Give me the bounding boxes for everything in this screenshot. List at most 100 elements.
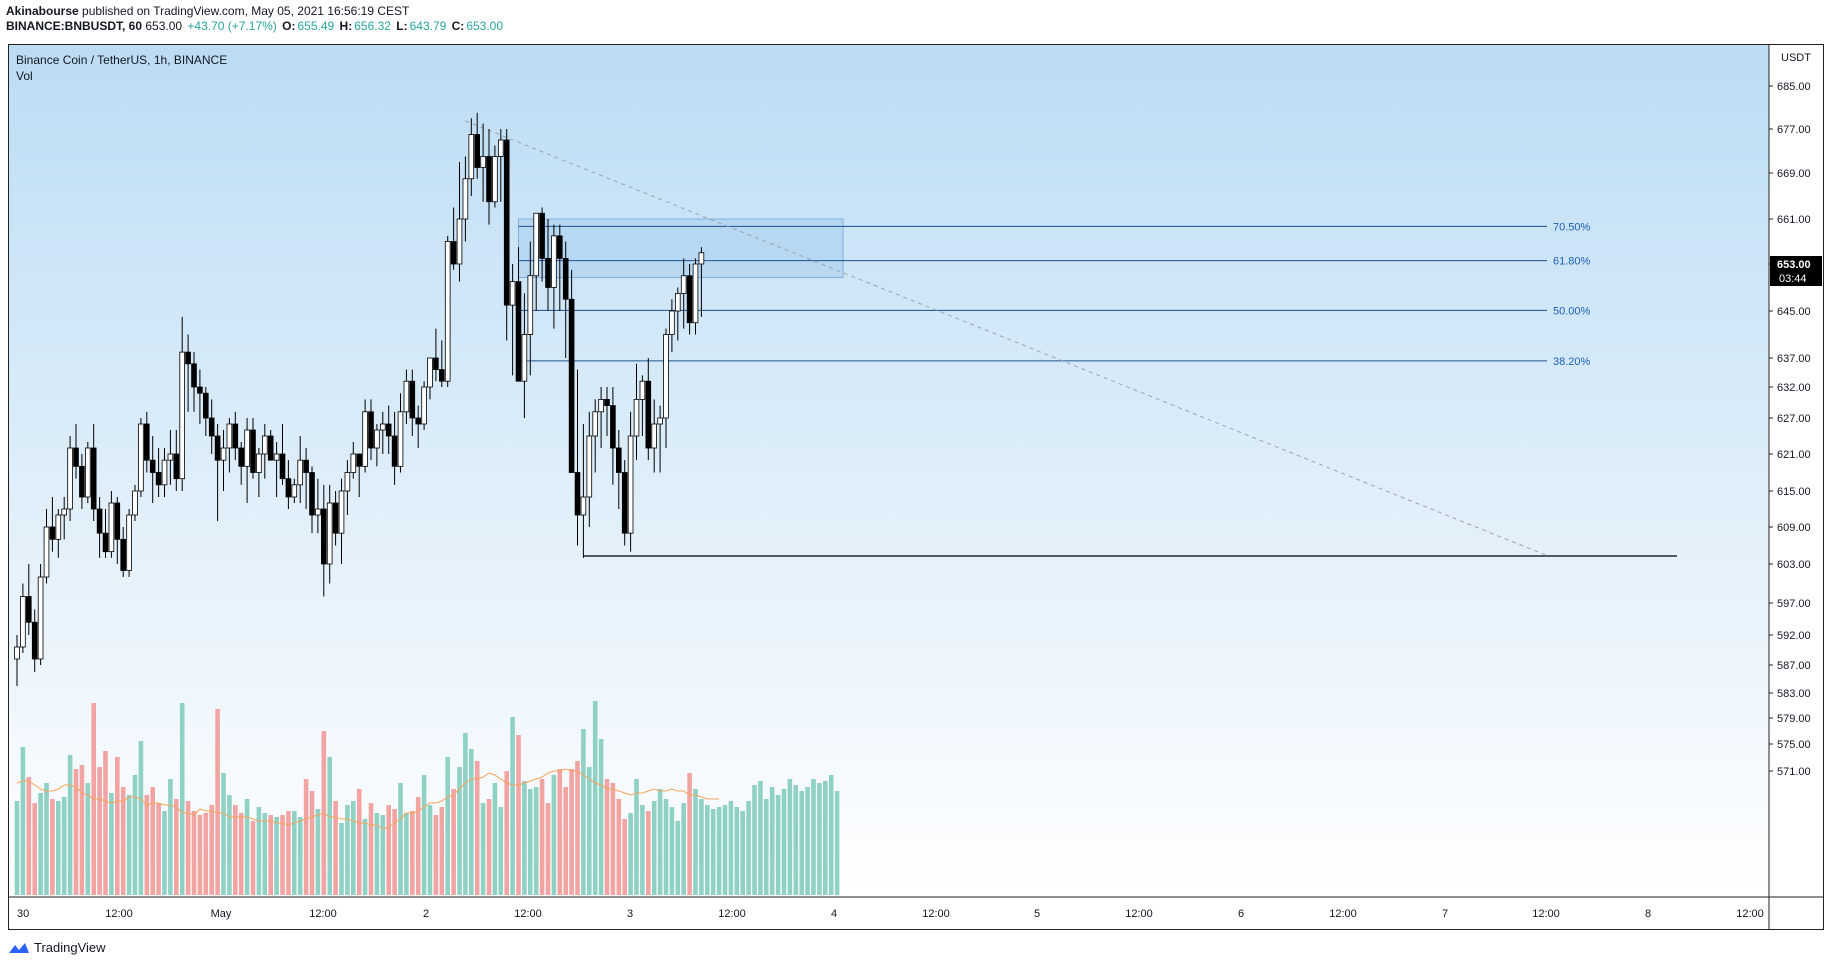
time-tick-label: 12:00 (105, 908, 133, 920)
time-tick-label: 7 (1442, 908, 1448, 920)
volume-bar (799, 791, 804, 895)
volume-bar (20, 747, 26, 895)
price-tick-label: 677.00 (1777, 124, 1811, 136)
candle-down (332, 502, 339, 534)
candle-down (214, 435, 221, 461)
volume-bar (339, 823, 344, 895)
candle-up (692, 263, 699, 324)
volume-bar (598, 739, 604, 895)
volume-bar (386, 805, 391, 895)
candle-down (73, 447, 79, 467)
candle-up (598, 398, 604, 413)
volume-bar (439, 807, 445, 895)
candle-down (515, 281, 522, 382)
fib-level-label: 50.00% (1553, 305, 1591, 317)
time-tick-label: 8 (1645, 908, 1651, 920)
volume-bar (740, 811, 745, 895)
volume-bar (410, 811, 415, 895)
volume-bar (368, 803, 374, 895)
time-tick-label: 12:00 (922, 908, 950, 920)
volume-bar (150, 787, 155, 895)
candle-up (468, 134, 475, 180)
time-tick-label: 6 (1238, 908, 1244, 920)
fib-level-label: 61.80% (1553, 256, 1591, 268)
volume-bar (787, 779, 793, 895)
volume-bar (233, 805, 238, 895)
volume-bar (734, 807, 740, 895)
volume-bar (651, 801, 657, 895)
candle-down (604, 398, 610, 406)
candle-down (557, 235, 563, 259)
candle-up (226, 423, 233, 449)
candle-up (657, 417, 663, 425)
candle-up (580, 496, 587, 516)
candle-down (486, 156, 492, 203)
volume-bar (168, 779, 173, 895)
volume-bar (203, 813, 209, 895)
high-value: 656.32 (354, 19, 391, 33)
price-tick-label: 579.00 (1777, 713, 1811, 725)
volume-bar (132, 775, 138, 895)
candle-down (25, 596, 32, 623)
price-tick-label: 587.00 (1777, 660, 1811, 672)
volume-bar (752, 785, 757, 895)
ohlc-line: BINANCE:BNBUSDT, 60 653.00 +43.70 (+7.17… (6, 19, 505, 34)
candle-up (639, 380, 646, 400)
trend-line[interactable] (465, 120, 1546, 556)
candle-up (586, 435, 593, 498)
volume-bar (197, 815, 203, 895)
candle-down (90, 447, 97, 510)
volume-bar (345, 805, 350, 895)
volume-bar (457, 767, 462, 895)
price-tick-label: 592.00 (1777, 630, 1811, 642)
candle-up (291, 484, 298, 498)
candle-down (155, 472, 162, 486)
volume-bar (174, 799, 179, 895)
candle-down (49, 526, 56, 540)
volume-bar (327, 757, 332, 895)
time-tick-label: 12:00 (1329, 908, 1357, 920)
candle-up (350, 453, 357, 473)
volume-bar (67, 755, 73, 895)
author-name[interactable]: Akinabourse (6, 4, 79, 18)
candle-down (208, 417, 215, 437)
volume-bar (793, 785, 799, 895)
candle-up (551, 235, 557, 288)
tradingview-logo[interactable]: TradingView (8, 940, 106, 955)
volume-bar (156, 803, 161, 895)
candle-down (279, 453, 286, 480)
candle-down (173, 453, 180, 480)
price-tick-label: 615.00 (1777, 486, 1811, 498)
volume-bar (451, 789, 456, 895)
volume-bar (280, 815, 285, 895)
price-tick-label: 583.00 (1777, 688, 1811, 700)
volume-bar (32, 803, 37, 895)
candle-down (610, 405, 616, 449)
volume-bar (374, 813, 380, 895)
volume-bar (610, 783, 616, 895)
fib-level-label: 70.50% (1553, 221, 1591, 233)
volume-bar (646, 811, 651, 895)
volume-bar (474, 761, 480, 895)
candle-down (79, 465, 85, 498)
candle-down (232, 423, 239, 449)
volume-bar (227, 795, 232, 895)
volume-bar (551, 775, 557, 895)
candle-up (20, 596, 26, 648)
volume-indicator-label[interactable]: Vol (16, 69, 33, 83)
volume-bar (73, 769, 79, 895)
volume-bar (516, 735, 521, 895)
volume-bar (333, 801, 338, 895)
candle-up (256, 453, 262, 473)
time-tick-label: 4 (831, 908, 837, 920)
candle-down (202, 392, 209, 419)
candle-up (627, 435, 634, 534)
time-tick-label: 3 (627, 908, 633, 920)
volume-bar (144, 795, 150, 895)
price-chart[interactable]: 70.50% 61.80% 50.00% 38.20% 685.00 677.00 669.… (9, 45, 1823, 929)
chart-pane[interactable]: 70.50% 61.80% 50.00% 38.20% 685.00 677.00 669.… (8, 44, 1824, 930)
volume-bar (486, 799, 492, 895)
volume-bar (392, 809, 397, 895)
volume-bar (663, 799, 669, 895)
candle-down (250, 429, 256, 473)
